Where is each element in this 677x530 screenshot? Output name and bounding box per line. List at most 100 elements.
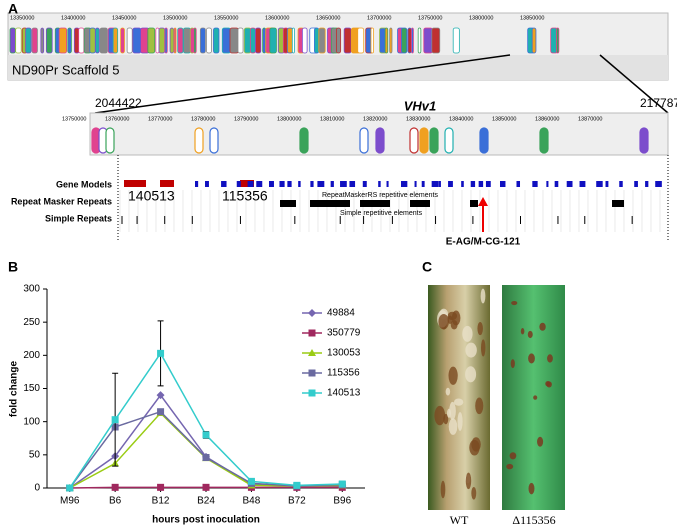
series-line: [69, 411, 343, 489]
genome-block: [411, 27, 414, 54]
gene-model: [421, 181, 425, 187]
point: [157, 483, 165, 491]
genome-block: [229, 27, 239, 54]
lesion: [457, 412, 463, 431]
x-axis-title: hours post inoculation: [152, 515, 260, 526]
genome-block: [409, 127, 419, 154]
gene-model: [470, 181, 476, 187]
gene-model: [566, 181, 573, 187]
genome-block: [301, 27, 308, 54]
gene-model: [349, 181, 356, 187]
point: [111, 416, 119, 424]
lesion: [440, 480, 446, 499]
genome-block: [95, 27, 100, 54]
genome-block: [539, 127, 549, 154]
genome-block: [155, 27, 160, 54]
zoom-line: [599, 54, 669, 114]
genome-block: [262, 27, 267, 54]
track-note: Simple repetitive elements: [340, 210, 423, 217]
genome-block: [126, 27, 133, 54]
scale-label: 13770000: [148, 116, 172, 122]
scale-label: 13550000: [214, 15, 238, 21]
lesion: [480, 339, 486, 357]
lesion: [443, 413, 449, 425]
genome-block: [357, 27, 365, 54]
genome-block: [431, 27, 441, 54]
lesion: [438, 314, 449, 330]
x-tick-label: M96: [60, 496, 80, 507]
genome-block: [147, 27, 156, 54]
genome-block: [169, 27, 175, 54]
gene-label: 140513: [128, 188, 175, 204]
genome-block: [213, 27, 220, 54]
genome-block: [206, 27, 212, 54]
gene-model: [655, 181, 662, 187]
lesion: [528, 353, 535, 364]
gene-model: [195, 181, 199, 187]
gene-model: [605, 181, 609, 187]
gene-model: [279, 181, 285, 187]
gene-model: [298, 181, 301, 187]
gene-model: [532, 181, 538, 187]
genome-block: [132, 27, 142, 54]
genome-block: [120, 27, 125, 54]
lesion: [480, 288, 486, 304]
lesion: [520, 328, 525, 335]
gene-model: [205, 181, 209, 187]
scale-label: 13790000: [234, 116, 258, 122]
gene-model: [448, 181, 453, 187]
region-title: VHv1: [404, 98, 437, 113]
lesion: [509, 452, 517, 460]
lesion: [445, 387, 451, 396]
repeat: [410, 200, 430, 207]
scale-label: 13400000: [61, 15, 85, 21]
gene-model: [400, 181, 408, 187]
lesion: [453, 398, 464, 406]
gene-model: [269, 181, 274, 187]
genome-block: [67, 27, 72, 54]
lesion: [477, 321, 483, 336]
caption: Δ115356: [512, 513, 555, 527]
genome-block: [531, 27, 537, 54]
gene-model: [619, 181, 623, 187]
genome-block: [479, 127, 489, 154]
gene-model: [310, 181, 314, 187]
gene-model: [330, 181, 334, 187]
scale-label: 13800000: [469, 15, 493, 21]
lesion: [434, 405, 446, 426]
legend-label: 350779: [327, 328, 361, 339]
scale-label: 13780000: [191, 116, 215, 122]
genome-block: [370, 27, 375, 54]
gene-model: [378, 181, 381, 187]
genome-block: [99, 27, 108, 54]
lesion: [451, 310, 461, 326]
marker-label: E-AG/M-CG-121: [446, 237, 521, 248]
track-label: Simple Repeats: [45, 213, 112, 223]
point: [202, 483, 210, 491]
genome-block: [314, 27, 320, 54]
y-tick-label: 50: [29, 449, 41, 460]
zoom-line: [94, 54, 511, 114]
genome-block: [444, 127, 454, 154]
genome-block: [105, 127, 115, 154]
genome-block: [112, 27, 119, 54]
scale-label: 13810000: [320, 116, 344, 122]
gene-model: [236, 181, 241, 187]
gene-model: [247, 181, 254, 187]
repeat: [470, 200, 478, 207]
gene-model: [124, 180, 146, 187]
genome-block: [9, 27, 16, 54]
lesion: [471, 486, 477, 500]
genome-block: [249, 27, 256, 54]
scale-label: 13600000: [265, 15, 289, 21]
lesion: [537, 436, 544, 447]
marker-arrowhead: [478, 197, 488, 206]
scale-label: 13650000: [316, 15, 340, 21]
lesion: [546, 381, 552, 388]
y-axis-title: fold change: [9, 361, 20, 418]
gene-model: [546, 181, 549, 187]
x-tick-label: B96: [333, 496, 351, 507]
scale-label: 13350000: [10, 15, 34, 21]
coordinate: 2177878: [640, 96, 677, 110]
scaffold-name: ND90Pr Scaffold 5: [12, 62, 119, 77]
